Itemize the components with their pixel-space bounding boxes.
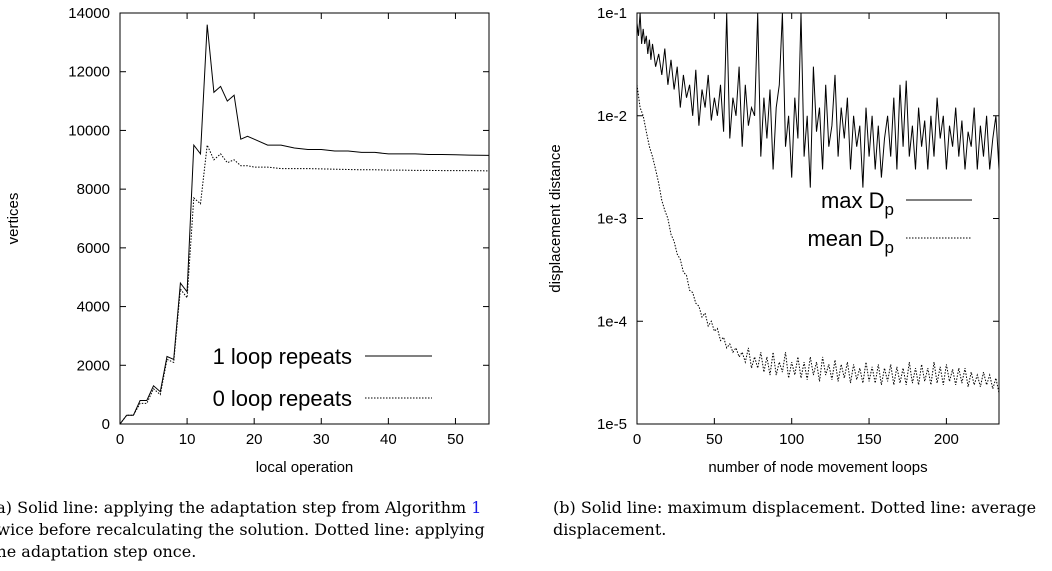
x-tick-label: 50 xyxy=(706,431,723,448)
x-tick-label: 40 xyxy=(380,431,397,448)
x-tick-label: 50 xyxy=(447,431,464,448)
x-tick-label: 200 xyxy=(934,431,959,448)
x-tick-label: 0 xyxy=(633,431,641,448)
x-tick-label: 20 xyxy=(246,431,263,448)
y-tick-label: 1e-4 xyxy=(597,313,627,330)
series-line xyxy=(637,13,999,188)
caption-b: (b) Solid line: maximum displacement. Do… xyxy=(553,497,1052,541)
series-line xyxy=(120,143,489,424)
y-tick-label: 14000 xyxy=(68,5,110,22)
y-axis-label: displacement distance xyxy=(547,144,564,292)
y-tick-label: 1e-3 xyxy=(597,211,627,228)
y-tick-label: 12000 xyxy=(68,64,110,81)
y-tick-label: 8000 xyxy=(77,181,110,198)
x-tick-label: 0 xyxy=(116,431,124,448)
y-tick-label: 0 xyxy=(102,416,110,433)
y-tick-label: 4000 xyxy=(77,299,110,316)
x-tick-label: 10 xyxy=(179,431,196,448)
plot-frame xyxy=(119,12,490,425)
x-tick-label: 100 xyxy=(779,431,804,448)
x-tick-label: 150 xyxy=(857,431,882,448)
series-line xyxy=(637,84,999,394)
caption-a: (a) Solid line: applying the adaptation … xyxy=(0,497,510,563)
y-tick-label: 10000 xyxy=(68,122,110,139)
x-axis-label: number of node movement loops xyxy=(708,459,927,476)
algorithm-reference-link[interactable]: 1 xyxy=(471,498,482,517)
y-tick-label: 1e-1 xyxy=(597,5,627,22)
y-axis-label: vertices xyxy=(5,193,22,245)
plot-frame xyxy=(636,12,1000,425)
y-tick-label: 1e-5 xyxy=(597,416,627,433)
legend-label: 1 loop repeats xyxy=(213,344,352,369)
y-tick-label: 2000 xyxy=(77,357,110,374)
chart-panel-b: 0 50 100 150 200 1e-5 1e-4 1e-3 1e-2 1e-1 number o… xyxy=(547,5,1000,476)
legend-label: 0 loop repeats xyxy=(213,386,352,411)
legend-label: mean Dp xyxy=(807,226,894,257)
x-axis-label: local operation xyxy=(256,459,354,476)
legend-label: max Dp xyxy=(821,188,894,219)
caption-a-text-2: twice before recalculating the solution.… xyxy=(0,520,485,561)
chart-panel-a: 0 10 20 30 40 50 0 2000 4000 6000 8000 10000 12000 14… xyxy=(5,5,490,476)
series-line xyxy=(120,24,489,424)
y-tick-label: 6000 xyxy=(77,240,110,257)
x-tick-label: 30 xyxy=(313,431,330,448)
y-tick-label: 1e-2 xyxy=(597,108,627,125)
caption-a-text-1: (a) Solid line: applying the adaptation … xyxy=(0,498,472,517)
caption-b-text: (b) Solid line: maximum displacement. Do… xyxy=(553,498,1037,539)
